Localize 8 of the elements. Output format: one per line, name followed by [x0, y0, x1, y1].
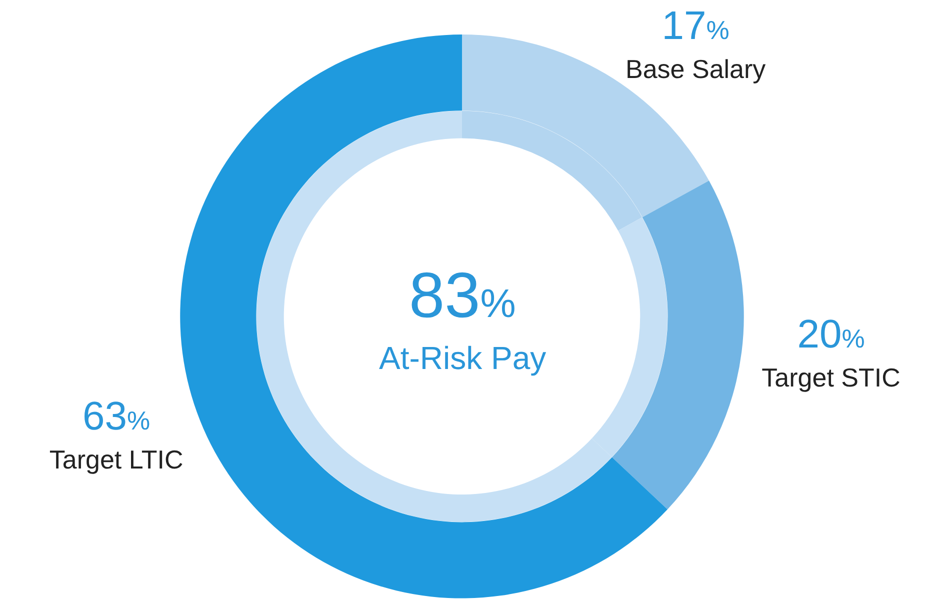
slice-label: Target STIC: [762, 362, 900, 392]
text: 17%: [662, 4, 730, 48]
text: 20%: [797, 312, 865, 356]
slice-label: Target LTIC: [49, 444, 184, 475]
text: 63%: [82, 394, 150, 439]
text: 83%: [409, 259, 516, 331]
text: At-Risk Pay: [379, 340, 546, 376]
slice-label: Base Salary: [625, 54, 766, 84]
